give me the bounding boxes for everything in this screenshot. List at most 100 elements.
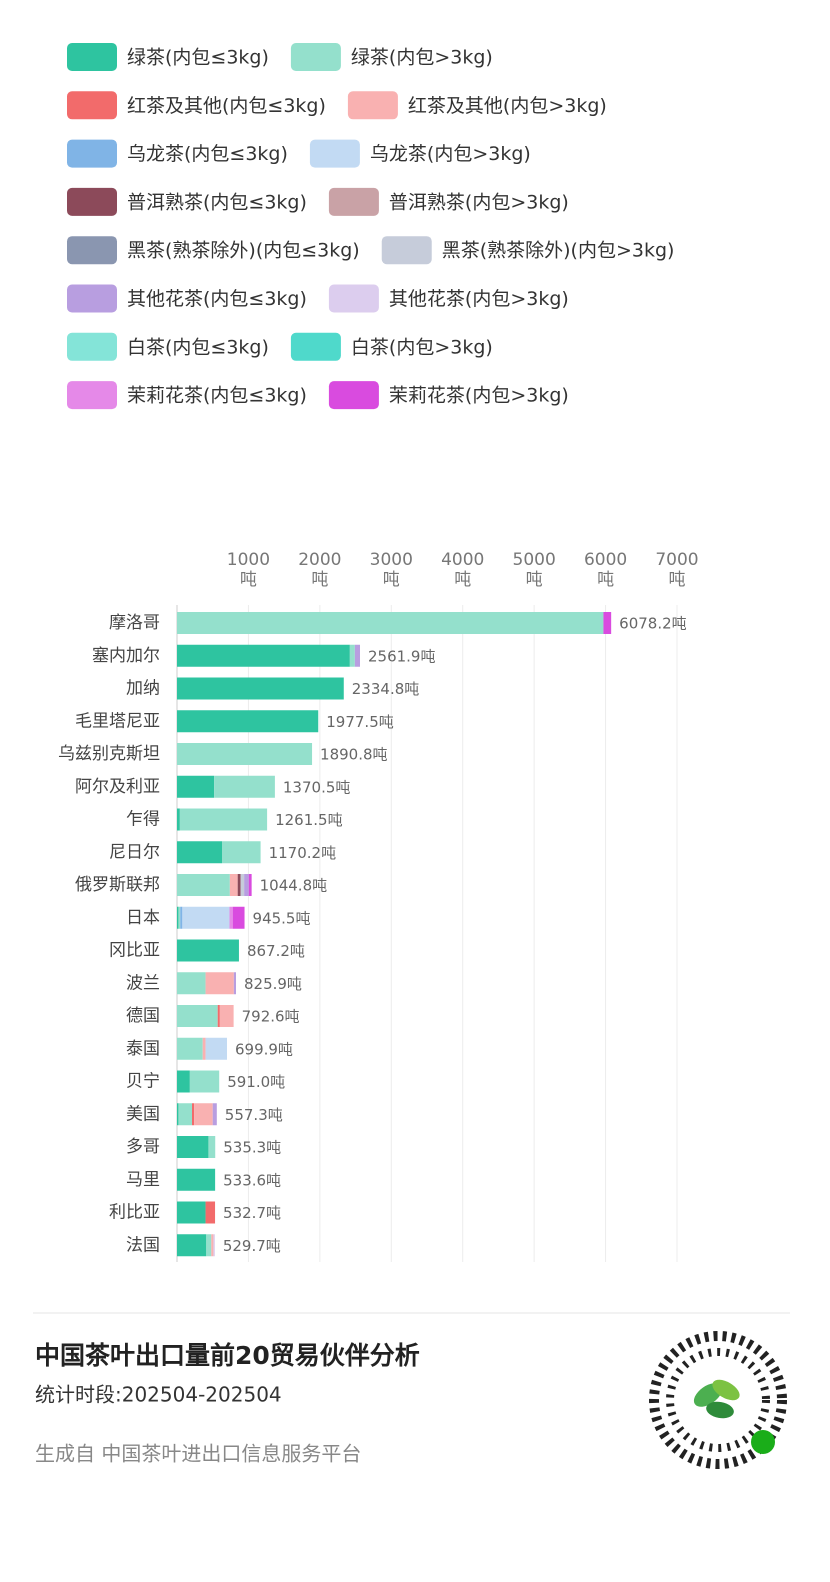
legend-label: 茉莉花茶(内包≤3kg) xyxy=(127,385,307,407)
legend-swatch xyxy=(290,43,341,71)
legend-swatch xyxy=(290,332,341,361)
legend-label: 红茶及其他(内包>3kg) xyxy=(408,95,607,117)
bar-segment xyxy=(177,1234,207,1257)
qr-badge xyxy=(751,1430,775,1454)
bar-segment xyxy=(177,1037,203,1060)
bar-segment xyxy=(244,874,249,896)
bar-segment xyxy=(177,1136,209,1158)
qr-ring xyxy=(666,1348,770,1452)
bar-segment xyxy=(192,1103,195,1126)
bar-segment xyxy=(178,1103,192,1126)
legend-swatch xyxy=(67,236,117,265)
qr-center xyxy=(686,1368,750,1432)
value-label: 529.7吨 xyxy=(223,1237,281,1255)
legend-label: 普洱熟茶(内包≤3kg) xyxy=(127,191,307,213)
source: 生成自 中国茶叶进出口信息服务平台 xyxy=(35,1442,361,1466)
bar-segment xyxy=(177,808,180,831)
legend-label: 白茶(内包≤3kg) xyxy=(127,336,269,358)
legend-label: 白茶(内包>3kg) xyxy=(351,336,493,358)
legend-swatch xyxy=(67,284,117,313)
bar-segment xyxy=(177,874,230,896)
bar-segment xyxy=(177,906,179,929)
value-label: 825.9吨 xyxy=(244,975,302,993)
bar-segment xyxy=(177,775,215,798)
bar-segment xyxy=(177,743,313,765)
qr-ring xyxy=(649,1331,787,1469)
value-label: 1170.2吨 xyxy=(269,844,337,862)
x-tick-label: 2000 吨 xyxy=(298,550,341,590)
y-tick-label: 德国 xyxy=(126,1006,160,1026)
bar-segment xyxy=(222,841,261,864)
y-tick-label: 日本 xyxy=(126,908,160,928)
y-tick-label: 尼日尔 xyxy=(109,842,160,862)
bar-segment xyxy=(180,906,183,929)
value-label: 6078.2吨 xyxy=(619,615,687,633)
bar-segment xyxy=(177,612,604,634)
value-label: 535.3吨 xyxy=(223,1139,281,1157)
x-tick-label: 7000 吨 xyxy=(655,550,698,590)
y-tick-label: 利比亚 xyxy=(109,1203,160,1223)
bar-segment xyxy=(213,1234,215,1257)
y-tick-label: 多哥 xyxy=(126,1137,160,1157)
bar-segment xyxy=(349,644,355,667)
bar-segment xyxy=(179,808,268,831)
value-label: 1890.8吨 xyxy=(320,746,388,764)
bar-segment xyxy=(237,874,241,896)
y-tick-label: 乌兹别克斯坦 xyxy=(58,744,160,764)
y-tick-label: 俄罗斯联邦 xyxy=(75,875,160,895)
legend-label: 其他花茶(内包>3kg) xyxy=(389,288,569,310)
bar-segment xyxy=(177,939,239,962)
subtitle: 统计时段:202504-202504 xyxy=(35,1383,282,1407)
bar-segment xyxy=(240,874,245,896)
value-label: 591.0吨 xyxy=(227,1073,285,1091)
y-tick-label: 冈比亚 xyxy=(109,941,160,961)
x-tick-label: 4000 吨 xyxy=(441,550,484,590)
bar-segment xyxy=(205,1037,227,1060)
legend-swatch xyxy=(328,381,379,410)
legend-label: 乌龙茶(内包>3kg) xyxy=(370,143,531,165)
y-tick-label: 毛里塔尼亚 xyxy=(75,711,160,731)
bar-segment xyxy=(194,1103,213,1126)
value-label: 1370.5吨 xyxy=(283,778,351,796)
bar-segment xyxy=(177,710,319,733)
bar-segment xyxy=(232,906,245,929)
y-tick-label: 波兰 xyxy=(126,973,160,993)
bar-segment xyxy=(178,906,181,929)
x-tick-label: 5000 吨 xyxy=(513,550,556,590)
value-label: 1261.5吨 xyxy=(275,811,343,829)
legend-label: 黑茶(熟茶除外)(内包≤3kg) xyxy=(127,240,360,262)
value-label: 557.3吨 xyxy=(225,1106,283,1124)
value-label: 533.6吨 xyxy=(223,1171,281,1189)
value-label: 2334.8吨 xyxy=(352,680,420,698)
legend-label: 其他花茶(内包≤3kg) xyxy=(127,288,307,310)
y-tick-label: 乍得 xyxy=(126,810,160,830)
bar-segment xyxy=(205,1201,216,1224)
bar-segment xyxy=(211,1234,214,1257)
value-label: 532.7吨 xyxy=(223,1204,281,1222)
bar-segment xyxy=(177,1103,179,1126)
y-tick-label: 塞内加尔 xyxy=(92,646,160,666)
qr-code xyxy=(649,1331,787,1469)
legend-label: 茉莉花茶(内包>3kg) xyxy=(389,385,569,407)
bar-segment xyxy=(189,1070,220,1093)
bar-segment xyxy=(214,775,275,798)
legend-swatch xyxy=(328,284,379,313)
bar-segment xyxy=(177,1168,216,1191)
bar-segment xyxy=(219,1005,234,1027)
legend-label: 普洱熟茶(内包>3kg) xyxy=(389,191,569,213)
legend-swatch xyxy=(347,91,398,120)
bar-segment xyxy=(248,874,252,896)
value-label: 2561.9吨 xyxy=(368,647,436,665)
bar-segment xyxy=(212,1103,217,1126)
x-tick-label: 6000 吨 xyxy=(584,550,627,590)
x-tick-label: 1000 吨 xyxy=(227,550,270,590)
bar-segment xyxy=(229,874,238,896)
bar-segment xyxy=(233,972,236,995)
bar-segment xyxy=(177,972,206,995)
legend-label: 绿茶(内包≤3kg) xyxy=(127,47,269,69)
y-tick-label: 美国 xyxy=(126,1104,160,1124)
bar-segment xyxy=(177,1070,190,1093)
bar-segment xyxy=(182,906,230,929)
legend-swatch xyxy=(381,236,432,265)
